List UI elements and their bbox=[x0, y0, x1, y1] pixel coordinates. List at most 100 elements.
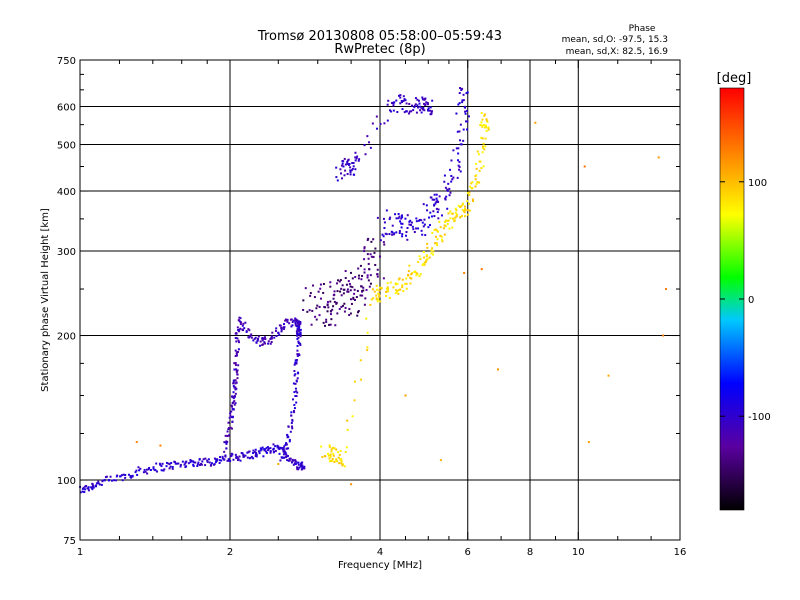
data-point bbox=[295, 390, 298, 393]
data-point bbox=[436, 199, 439, 202]
data-point bbox=[485, 126, 488, 129]
data-point bbox=[421, 98, 424, 101]
data-point bbox=[327, 454, 330, 457]
data-point bbox=[168, 463, 171, 466]
data-point bbox=[385, 287, 388, 290]
data-point bbox=[189, 459, 192, 462]
data-point bbox=[419, 105, 422, 108]
data-point bbox=[273, 336, 276, 339]
data-point bbox=[375, 115, 378, 118]
data-point bbox=[134, 471, 137, 474]
data-point bbox=[399, 94, 402, 97]
data-point bbox=[227, 458, 230, 461]
data-point bbox=[238, 316, 241, 319]
data-point bbox=[476, 181, 479, 184]
data-point bbox=[419, 109, 422, 112]
data-point bbox=[179, 465, 182, 468]
data-point bbox=[356, 289, 359, 292]
data-point bbox=[248, 329, 251, 332]
data-point bbox=[113, 479, 116, 482]
data-point bbox=[433, 229, 436, 232]
data-point bbox=[351, 161, 354, 164]
data-point bbox=[343, 310, 346, 313]
data-point bbox=[81, 487, 84, 490]
data-point bbox=[437, 200, 440, 203]
data-point bbox=[461, 87, 464, 90]
data-point bbox=[466, 120, 469, 123]
data-point bbox=[407, 270, 410, 273]
data-point bbox=[361, 274, 364, 277]
data-point bbox=[241, 452, 244, 455]
data-point bbox=[336, 179, 339, 182]
data-point bbox=[447, 212, 450, 215]
data-point bbox=[335, 301, 338, 304]
y-tick-label: 500 bbox=[57, 141, 76, 152]
data-point bbox=[283, 326, 286, 329]
x-tick-label: 1 bbox=[77, 547, 83, 558]
data-point bbox=[282, 327, 285, 330]
data-point bbox=[360, 278, 363, 281]
data-point bbox=[378, 294, 381, 297]
data-point bbox=[242, 453, 245, 456]
data-point bbox=[412, 109, 415, 112]
data-point bbox=[225, 442, 228, 445]
data-point bbox=[122, 473, 125, 476]
data-point bbox=[235, 368, 238, 371]
data-point bbox=[332, 454, 335, 457]
data-point bbox=[295, 401, 298, 404]
data-point bbox=[398, 232, 401, 235]
data-point bbox=[342, 288, 345, 291]
data-point bbox=[366, 276, 369, 279]
data-point bbox=[356, 314, 359, 317]
data-point bbox=[476, 150, 479, 153]
data-point bbox=[413, 106, 416, 109]
data-point bbox=[197, 461, 200, 464]
data-point bbox=[358, 274, 361, 277]
data-point bbox=[255, 453, 258, 456]
data-point bbox=[109, 475, 112, 478]
data-point bbox=[433, 193, 436, 196]
data-point bbox=[367, 257, 370, 260]
data-point bbox=[297, 463, 300, 466]
data-point bbox=[160, 469, 163, 472]
data-point bbox=[346, 428, 349, 431]
y-tick-label: 100 bbox=[57, 476, 76, 487]
data-point bbox=[445, 219, 448, 222]
data-point bbox=[484, 126, 487, 129]
data-point bbox=[215, 458, 218, 461]
data-point bbox=[328, 444, 331, 447]
data-point bbox=[235, 332, 238, 335]
data-point bbox=[396, 282, 399, 285]
data-point bbox=[227, 459, 230, 462]
data-point bbox=[366, 346, 369, 349]
data-point bbox=[231, 396, 234, 399]
data-point bbox=[448, 168, 451, 171]
data-point bbox=[342, 165, 345, 168]
data-point bbox=[219, 456, 222, 459]
data-point bbox=[269, 338, 272, 341]
data-point bbox=[127, 473, 130, 476]
data-point bbox=[293, 374, 296, 377]
data-point bbox=[270, 335, 273, 338]
data-point bbox=[116, 474, 119, 477]
data-point bbox=[237, 319, 240, 322]
data-point bbox=[459, 139, 462, 142]
data-point bbox=[379, 122, 382, 125]
data-point bbox=[385, 233, 388, 236]
data-point bbox=[399, 220, 402, 223]
data-point bbox=[430, 110, 433, 113]
data-point bbox=[226, 459, 229, 462]
data-point bbox=[240, 321, 243, 324]
data-point bbox=[92, 485, 95, 488]
data-point bbox=[401, 284, 404, 287]
x-tick-label: 16 bbox=[674, 547, 687, 558]
data-point bbox=[282, 453, 285, 456]
data-point bbox=[184, 462, 187, 465]
data-point bbox=[84, 488, 87, 491]
data-point bbox=[587, 441, 590, 444]
data-point bbox=[378, 289, 381, 292]
data-point bbox=[403, 111, 406, 114]
data-point bbox=[353, 380, 356, 383]
data-point bbox=[346, 173, 349, 176]
data-point bbox=[137, 466, 140, 469]
